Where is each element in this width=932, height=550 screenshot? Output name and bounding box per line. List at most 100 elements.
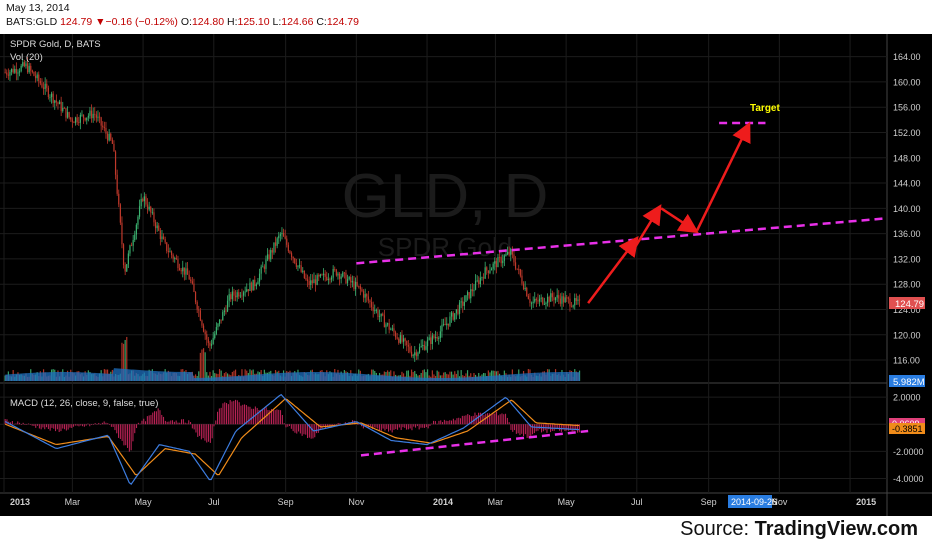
candle-body <box>406 340 408 346</box>
annotations <box>356 121 886 457</box>
candle-body <box>498 257 501 258</box>
candle-body <box>463 301 465 306</box>
candle-body <box>310 280 312 286</box>
candle-body <box>138 206 141 217</box>
candle-body <box>393 328 395 333</box>
macd-histogram-bar <box>505 413 507 425</box>
candle-body <box>418 347 421 353</box>
candle-body <box>239 295 241 297</box>
volume-badge <box>889 375 925 387</box>
candle-body <box>471 289 473 292</box>
macd-histogram-bar <box>272 409 274 425</box>
volume-bar <box>465 373 467 381</box>
macd-histogram-bar <box>402 424 404 428</box>
volume-bar <box>393 371 395 381</box>
candle-body <box>46 83 48 88</box>
candle-body <box>503 255 505 261</box>
macd-histogram-bar <box>251 408 253 425</box>
candle-body <box>9 71 11 76</box>
volume-badge-text: 5.982M <box>893 377 925 388</box>
macd-histogram-bar <box>308 424 310 438</box>
volume-legend: Vol (20) <box>10 52 43 63</box>
macd-histogram-bar <box>528 424 530 439</box>
volume-bar <box>436 370 438 381</box>
macd-histogram-bar <box>548 424 550 430</box>
candle-body <box>292 257 294 259</box>
candle-body <box>287 244 289 252</box>
macd-histogram-bar <box>469 415 471 425</box>
macd-histogram-bar <box>456 418 458 425</box>
macd-histogram-bar <box>67 424 69 430</box>
candle-body <box>346 279 349 284</box>
macd-histogram-bar <box>301 424 303 436</box>
candle-body <box>47 87 49 98</box>
candle-body <box>433 335 435 338</box>
candle-body <box>311 280 313 284</box>
cursor-date-text: 2014-09-26 <box>731 497 777 507</box>
candle-body <box>228 294 230 301</box>
macd-histogram-bar <box>451 420 453 425</box>
volume-average-area <box>5 368 581 381</box>
macd-histogram-bar <box>362 424 364 429</box>
volume-bar <box>444 372 446 381</box>
candle-body <box>327 278 329 280</box>
macd-histogram-bar <box>110 424 112 427</box>
volume-bar <box>202 348 205 381</box>
macd-histogram-bar <box>395 424 397 430</box>
candle-body <box>454 313 456 320</box>
macd-histogram-bar <box>51 424 53 428</box>
candle-body <box>276 238 278 246</box>
macd-histogram-bar <box>269 410 271 425</box>
candle-body <box>286 238 288 245</box>
macd-histogram-bar <box>244 404 246 425</box>
macd-histogram-bar <box>344 422 346 425</box>
candle-body <box>449 316 451 326</box>
macd-histogram-bar <box>503 414 505 425</box>
candle-body <box>193 283 195 292</box>
macd-histogram-bar <box>521 424 523 434</box>
macd-histogram-bar <box>532 424 534 435</box>
candle-body <box>234 295 237 298</box>
candle-body <box>250 282 253 291</box>
volume-bar <box>487 370 489 381</box>
macd-histogram-bar <box>411 424 413 431</box>
candle-body <box>354 281 357 290</box>
candle-body <box>220 319 222 321</box>
macd-histogram-bar <box>278 409 280 425</box>
candle-body <box>567 297 569 299</box>
candle-body <box>254 279 256 287</box>
macd-histogram-bar <box>461 415 463 425</box>
macd-histogram-bar <box>274 410 276 425</box>
volume-bar <box>214 373 216 381</box>
macd-histogram-bar <box>494 413 496 425</box>
macd-histogram-bar <box>231 401 233 425</box>
macd-histogram-bar <box>182 419 184 425</box>
candle-body <box>497 257 499 268</box>
chart-canvas[interactable]: GLD, D SPDR Gold 116.00 120.00 124.00 128.0… <box>0 34 932 516</box>
volume-bar <box>438 371 440 381</box>
candle-body <box>446 323 448 326</box>
candle-body <box>500 257 502 264</box>
candle-body <box>314 279 317 285</box>
price-tick-label: 160.00 <box>893 77 921 87</box>
candle-body <box>198 309 200 311</box>
candle-body <box>130 245 133 247</box>
watermark-name: SPDR Gold <box>378 232 512 262</box>
macd-histogram-bar <box>499 414 501 425</box>
candle-body <box>388 323 390 330</box>
macd-histogram-bar <box>276 409 278 425</box>
candle-body <box>401 335 403 342</box>
source-prefix: Source: <box>680 518 755 540</box>
candle-body <box>298 265 301 267</box>
candle-body <box>534 298 536 302</box>
macd-histogram-bar <box>179 422 181 425</box>
macd-histogram-bar <box>47 424 49 430</box>
candle-body <box>265 259 267 269</box>
macd-histogram-bar <box>280 410 282 425</box>
macd-histogram-bar <box>229 400 231 425</box>
macd-histogram-bar <box>109 424 111 425</box>
volume-bar <box>121 342 123 381</box>
macd-histogram-bar <box>87 423 89 425</box>
macd-histogram-bar <box>497 415 499 425</box>
macd-histogram-bar <box>474 412 476 425</box>
